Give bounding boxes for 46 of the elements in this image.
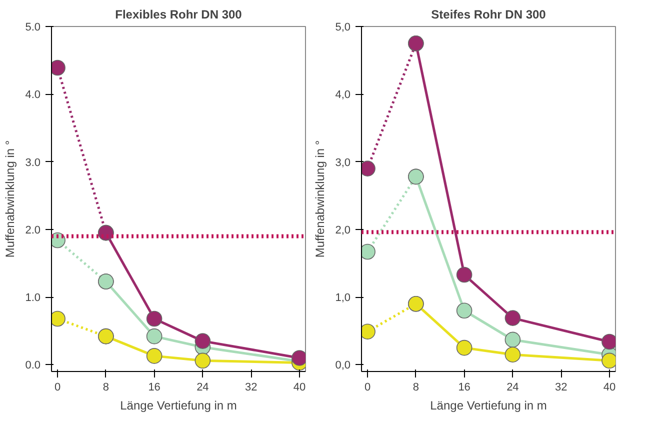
y-tick-label: 3.0	[25, 156, 41, 169]
chart-title: Flexibles Rohr DN 300	[115, 8, 242, 22]
y-axis-title: Muffenabwinklung in °	[313, 140, 328, 258]
y-tick-label: 1.0	[25, 292, 41, 304]
y-tick-label: 1,0	[335, 292, 351, 304]
y-tick-label: 5.0	[25, 22, 41, 34]
point	[194, 333, 211, 349]
point	[146, 348, 162, 364]
x-tick-label: 0	[364, 382, 371, 394]
point	[362, 324, 376, 340]
point	[52, 60, 66, 76]
x-tick-label: 24	[196, 382, 209, 394]
x-tick-label: 8	[102, 382, 109, 394]
x-axis-title: Länge Vertiefung in m	[120, 398, 237, 412]
y-tick-label: 2.0	[25, 224, 41, 236]
point	[456, 266, 472, 283]
y-axis-title: Muffenabwinklung in °	[3, 140, 18, 258]
x-tick-label: 32	[554, 382, 568, 394]
y-tick-label: 5,0	[335, 22, 351, 34]
y-tick-label: 2,0	[335, 224, 351, 236]
point	[146, 310, 162, 327]
x-tick-label: 40	[293, 382, 306, 394]
x-tick-label: 24	[506, 382, 519, 394]
y-tick-label: 4.0	[25, 89, 41, 102]
point	[504, 346, 521, 362]
x-tick-label: 40	[603, 382, 616, 394]
point	[194, 352, 211, 369]
x-axis-title: Länge Vertiefung in m	[430, 398, 547, 412]
x-tick-label: 16	[148, 382, 160, 394]
x-tick-label: 16	[458, 382, 470, 394]
point	[456, 302, 472, 319]
point	[362, 244, 376, 260]
point	[504, 332, 521, 348]
point	[146, 328, 162, 344]
point	[52, 310, 66, 327]
point	[504, 310, 521, 326]
y-tick-label: 0,0	[335, 360, 351, 372]
chart-title: Steifes Rohr DN 300	[431, 8, 546, 22]
y-tick-label: 3,0	[335, 156, 351, 169]
x-tick-label: 8	[412, 382, 419, 394]
point	[362, 160, 376, 176]
y-tick-label: 4,0	[335, 89, 351, 102]
x-tick-label: 0	[54, 382, 61, 394]
y-tick-label: 0.0	[25, 360, 41, 372]
x-tick-label: 32	[244, 382, 258, 394]
point	[456, 340, 472, 356]
